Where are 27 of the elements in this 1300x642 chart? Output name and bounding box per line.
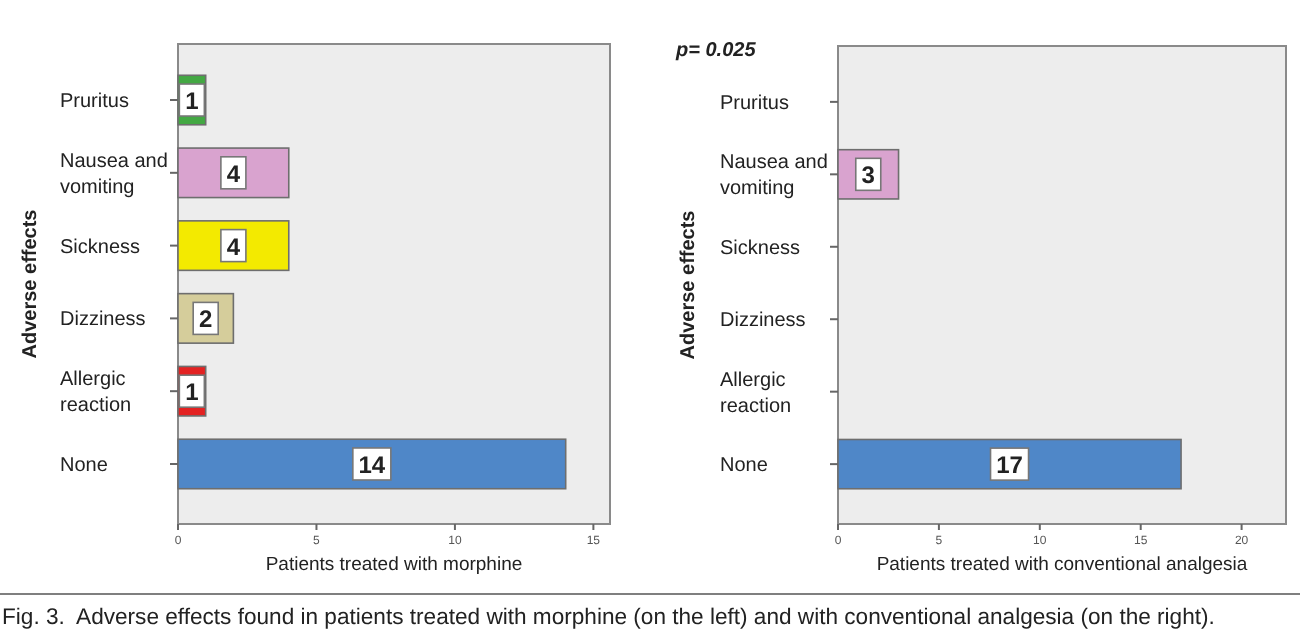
data-label: 4	[226, 159, 241, 188]
x-axis-title: Patients treated with morphine	[265, 554, 523, 576]
data-label: 3	[861, 161, 876, 190]
caption: Fig. 3. Adverse effects found in patients treated with morphine (on the left) and with conventional analgesia (on the right).	[2, 606, 1215, 630]
y-tick-label: Pruritus	[720, 92, 789, 115]
x-axis-title: Patients treated with conventional analgesia	[876, 554, 1249, 576]
data-label: 1	[185, 87, 200, 116]
data-label: 4	[226, 232, 241, 261]
y-tick-label: Nausea and vomiting	[60, 150, 168, 199]
bar	[177, 438, 567, 490]
y-axis-title: Adverse effects	[20, 208, 42, 359]
data-label: 2	[199, 305, 213, 334]
y-tick-label: Dizziness	[60, 309, 146, 332]
y-tick-label: Sickness	[720, 237, 801, 260]
y-tick-label: Pruritus	[60, 91, 129, 114]
text: p= 0.025	[674, 40, 757, 62]
y-axis-title: Adverse effects	[678, 209, 700, 360]
data-label: 1	[185, 378, 200, 407]
y-tick-label: Sickness	[60, 236, 141, 259]
data-label: 14	[358, 450, 386, 479]
y-tick-label: None	[60, 454, 109, 477]
y-tick-label: Allergic reaction	[60, 369, 132, 418]
y-tick-label: None	[720, 455, 769, 478]
y-tick-label: Dizziness	[720, 310, 806, 333]
y-tick-label: Allergic reaction	[720, 369, 792, 418]
data-label: 17	[996, 451, 1024, 480]
y-tick-label: Nausea and vomiting	[720, 152, 828, 201]
